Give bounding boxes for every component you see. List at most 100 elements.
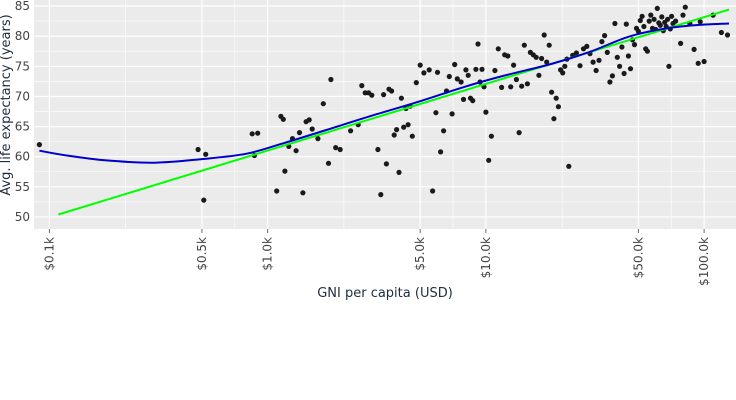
data-point [426,67,432,73]
data-point [383,161,389,167]
data-point [536,72,542,78]
data-point [434,69,441,75]
data-point [673,18,679,24]
data-point [195,146,201,153]
data-point [470,98,476,104]
y-tick-label: 70 [15,89,30,103]
x-tick-label: $10.0k [479,237,493,278]
data-point [654,5,660,11]
data-point [621,70,627,77]
data-point [553,95,559,101]
y-tick-label: 75 [15,59,30,73]
data-point [300,190,306,196]
data-point [315,136,321,142]
data-point [539,55,545,62]
data-point [701,58,707,65]
data-point [296,130,303,136]
data-point [378,192,384,198]
y-tick-label: 65 [15,120,30,134]
data-point [433,110,439,116]
y-tick-label: 85 [15,0,30,13]
linear-fit-line [58,8,730,216]
data-point [551,116,557,122]
data-point [398,95,404,101]
data-point [505,53,511,59]
data-point [562,63,568,69]
data-point [612,20,618,27]
data-point [625,53,632,59]
data-point [657,22,663,28]
x-tick-label: $100.0k [697,237,711,286]
data-point [695,60,701,66]
data-point [599,39,605,45]
data-point [590,59,596,65]
data-point [282,168,288,174]
data-point [401,124,407,130]
x-axis-title: GNI per capita (USD) [317,286,453,301]
data-point [36,142,43,148]
data-point [381,92,387,98]
data-point [560,70,566,76]
data-point [452,61,458,68]
y-tick-label: 50 [15,210,30,224]
data-point [320,101,326,107]
data-point [430,188,436,194]
x-axis-ticks: $0.1k $0.5k $1.0k $5.0k $10.0k $50.0k $100.0k [42,229,711,286]
data-point [499,84,505,90]
data-point [465,72,471,78]
data-point [678,40,684,47]
data-point [473,66,479,72]
data-point [544,59,550,65]
data-point [541,32,547,38]
data-point [488,133,494,139]
data-point [724,32,731,38]
data-point [644,48,651,54]
data-point [337,146,343,153]
data-point [460,96,467,102]
data-point [524,81,531,87]
data-point [454,76,460,82]
data-point [413,80,419,86]
data-point [438,149,444,155]
data-point [648,12,654,18]
data-point [666,63,672,69]
data-point [495,46,501,52]
data-point [375,146,381,153]
data-point [441,128,447,134]
data-point [293,148,299,154]
data-point [309,126,315,132]
data-point [328,76,334,83]
data-point [573,50,580,56]
data-point [274,188,280,194]
y-axis-ticks: 50 55 60 65 70 75 80 85 [15,0,30,224]
data-point [249,131,255,137]
data-point [463,67,469,73]
data-point [475,41,481,47]
x-tick-label: $0.1k [42,237,56,271]
data-point [614,54,620,60]
data-point [508,84,514,90]
data-point [516,130,522,136]
data-point [665,16,671,22]
data-point [359,83,365,89]
data-point [546,42,552,48]
data-point [396,169,402,175]
data-point [446,73,452,80]
data-point [394,127,400,133]
data-point [659,14,665,20]
data-point [619,44,625,50]
data-point [519,83,525,89]
data-point [566,163,572,169]
data-point [669,13,675,19]
data-point [369,92,375,98]
data-point [609,73,616,79]
data-point [483,109,489,115]
x-tick-label: $1.0k [261,237,275,271]
data-point [492,67,498,74]
data-point [306,117,312,123]
data-point [680,12,686,18]
data-point [593,67,599,74]
data-point [203,151,209,157]
data-point [486,157,492,163]
